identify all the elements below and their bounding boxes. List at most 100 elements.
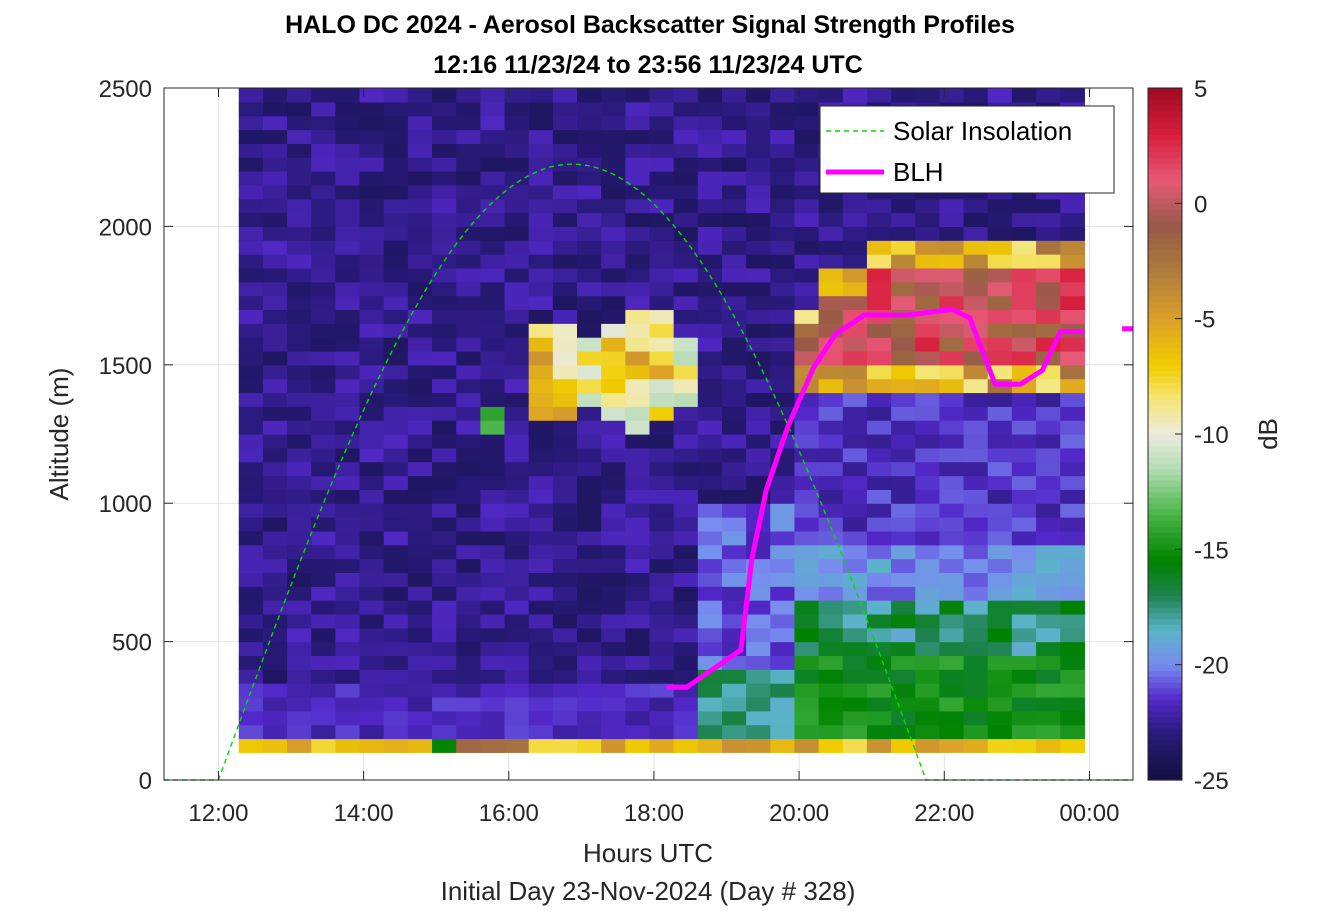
heatmap-cell [504, 129, 530, 144]
heatmap-cell [407, 710, 433, 726]
heatmap-cell [842, 88, 868, 103]
heatmap-cell [794, 696, 820, 712]
heatmap-cell [939, 461, 965, 477]
heatmap-cell [1036, 572, 1061, 587]
heatmap-cell [721, 240, 747, 255]
heatmap-cell [625, 696, 651, 712]
heatmap-cell [939, 710, 965, 726]
heatmap-cell [939, 683, 965, 698]
heatmap-cell [770, 295, 796, 311]
heatmap-cell [649, 696, 675, 712]
colorbar-segment [1148, 462, 1182, 470]
colorbar-segment [1148, 681, 1182, 689]
heatmap-cell [552, 171, 578, 186]
heatmap-cell [383, 572, 409, 587]
heatmap-cell [407, 323, 433, 338]
heatmap-cell [1036, 420, 1061, 435]
heatmap-cell [552, 710, 578, 726]
heatmap-cell [262, 724, 288, 740]
heatmap-cell [552, 143, 578, 158]
colorbar-segment [1148, 422, 1182, 429]
heatmap-cell [552, 600, 578, 615]
heatmap-cell [697, 475, 723, 490]
heatmap-cell [480, 544, 506, 560]
heatmap-cell [746, 337, 771, 352]
heatmap-cell [601, 530, 626, 546]
heatmap-cell [287, 350, 312, 366]
heatmap-cell [552, 420, 578, 435]
heatmap-cell [673, 337, 699, 352]
heatmap-cell [1011, 738, 1037, 753]
heatmap-cell [866, 447, 892, 463]
heatmap-cell [770, 613, 796, 629]
heatmap-cell [262, 489, 288, 504]
heatmap-cell [721, 157, 747, 172]
heatmap-cell [456, 434, 481, 449]
x-tick-label: 16:00 [479, 800, 539, 827]
colorbar-segment [1148, 214, 1182, 222]
heatmap-cell [963, 738, 989, 753]
heatmap-cell [335, 143, 361, 158]
heatmap-cell [577, 572, 602, 587]
colorbar-segment [1148, 728, 1182, 735]
heatmap-cell [770, 392, 796, 407]
heatmap-cell [818, 420, 844, 435]
heatmap-cell [552, 226, 578, 241]
heatmap-cell [794, 627, 820, 643]
heatmap-cell [673, 364, 699, 380]
heatmap-cell [891, 254, 916, 269]
heatmap-cell [1060, 558, 1085, 573]
heatmap-cell [697, 364, 723, 380]
colorbar-segment [1148, 733, 1182, 741]
colorbar-segment [1148, 307, 1182, 314]
colorbar-segment [1148, 428, 1182, 435]
heatmap-cell [963, 724, 989, 740]
colorbar-segment [1148, 139, 1182, 147]
heatmap-cell [359, 337, 385, 352]
heatmap-cell [383, 641, 409, 657]
heatmap-cell [818, 669, 844, 684]
heatmap-cell [625, 558, 651, 573]
heatmap-cell [770, 641, 796, 657]
heatmap-cell [238, 378, 264, 394]
heatmap-cell [649, 212, 675, 227]
heatmap-cell [456, 295, 481, 311]
heatmap-cell [504, 420, 530, 435]
heatmap-cell [915, 724, 941, 740]
heatmap-cell [601, 226, 626, 241]
heatmap-cell [456, 226, 481, 241]
heatmap-cell [238, 530, 264, 546]
heatmap-cell [794, 738, 820, 753]
heatmap-cell [601, 558, 626, 573]
heatmap-cell [577, 115, 602, 131]
heatmap-cell [818, 295, 844, 311]
heatmap-cell [335, 309, 361, 324]
heatmap-cell [504, 447, 530, 463]
heatmap-cell [1036, 627, 1061, 643]
heatmap-cell [311, 254, 336, 269]
heatmap-cell [407, 295, 433, 311]
heatmap-cell [842, 226, 868, 241]
heatmap-cell [770, 655, 796, 670]
colorbar-label: dB [1253, 418, 1283, 450]
heatmap-cell [407, 586, 433, 601]
heatmap-cell [601, 337, 626, 352]
heatmap-cell [915, 627, 941, 643]
heatmap-cell [625, 627, 651, 643]
heatmap-cell [625, 184, 651, 200]
heatmap-cell [1060, 295, 1085, 311]
heatmap-cell [504, 212, 530, 227]
heatmap-cell [359, 129, 385, 144]
heatmap-cell [915, 586, 941, 601]
heatmap-cell [721, 171, 747, 186]
heatmap-cell [794, 129, 820, 144]
heatmap-cell [963, 558, 989, 573]
heatmap-cell [407, 738, 433, 753]
colorbar-segment [1148, 266, 1182, 274]
heatmap-cell [697, 254, 723, 269]
heatmap-cell [987, 392, 1013, 407]
heatmap-cell [335, 710, 361, 726]
heatmap-cell [238, 613, 264, 629]
heatmap-cell [480, 738, 506, 753]
heatmap-cell [673, 600, 699, 615]
